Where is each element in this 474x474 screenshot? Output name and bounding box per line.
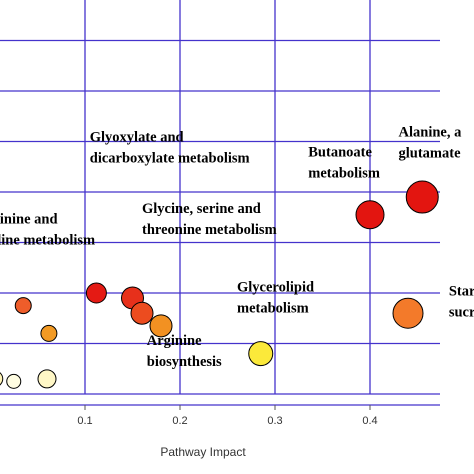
pathway-label: Arginine biosynthesis bbox=[147, 333, 222, 370]
pathway-label-line: biosynthesis bbox=[147, 354, 222, 370]
pathway-label-line: glutamate bbox=[399, 145, 462, 161]
pathway-label: Glycine, serine and threonine metabolism bbox=[142, 201, 277, 238]
x-tick-label: 0.2 bbox=[172, 415, 187, 427]
pathway-point bbox=[130, 301, 154, 325]
pathway-point bbox=[40, 324, 58, 342]
pathway-label-line: proline metabolism bbox=[0, 232, 95, 248]
x-tick-label: 0.3 bbox=[267, 415, 282, 427]
pathway-label-line: metabolism bbox=[308, 166, 380, 182]
grid-lines bbox=[0, 0, 440, 406]
pathway-label: Alanine, a glutamate bbox=[399, 124, 463, 161]
pathway-point bbox=[149, 314, 173, 338]
pathway-label-line: Glycine, serine and bbox=[142, 201, 261, 217]
x-axis-label: Pathway Impact bbox=[160, 445, 246, 459]
pathway-point bbox=[405, 180, 439, 214]
pathway-label-line: sucros bbox=[449, 305, 474, 321]
x-tick-label: 0.1 bbox=[77, 415, 92, 427]
pathway-label: Arginine and proline metabolism bbox=[0, 211, 95, 248]
pathway-label-line: dicarboxylate metabolism bbox=[90, 151, 250, 167]
x-axis-ticks: 0.1 0.2 0.3 0.4 bbox=[77, 405, 378, 427]
pathway-point bbox=[0, 372, 4, 386]
pathway-label: Glycerolipid metabolism bbox=[237, 279, 314, 316]
data-points bbox=[0, 180, 439, 389]
pathway-label-line: metabolism bbox=[237, 300, 309, 316]
pathway-label: Starch sucros bbox=[449, 284, 474, 321]
pathway-point bbox=[392, 297, 424, 329]
pathway-label-line: Arginine bbox=[147, 333, 202, 349]
pathway-label-line: Butanoate bbox=[308, 145, 372, 161]
pathway-point bbox=[355, 200, 385, 230]
pathway-point bbox=[6, 373, 22, 389]
pathway-label-line: Glycerolipid bbox=[237, 279, 314, 295]
x-tick-label: 0.4 bbox=[362, 415, 377, 427]
pathway-annotations: Glyoxylate and dicarboxylate metabolism Ar… bbox=[0, 124, 474, 370]
pathway-label-line: threonine metabolism bbox=[142, 222, 277, 238]
pathway-label-line: Glyoxylate and bbox=[90, 130, 184, 146]
pathway-point bbox=[85, 282, 107, 304]
pathway-label: Butanoate metabolism bbox=[308, 145, 380, 182]
pathway-point bbox=[37, 369, 57, 389]
pathway-point bbox=[14, 297, 32, 315]
pathway-point bbox=[248, 341, 274, 367]
pathway-label-line: Alanine, a bbox=[399, 124, 463, 140]
pathway-label-line: Arginine and bbox=[0, 211, 58, 227]
pathway-label: Glyoxylate and dicarboxylate metabolism bbox=[90, 130, 250, 167]
pathway-label-line: Starch bbox=[449, 284, 474, 300]
